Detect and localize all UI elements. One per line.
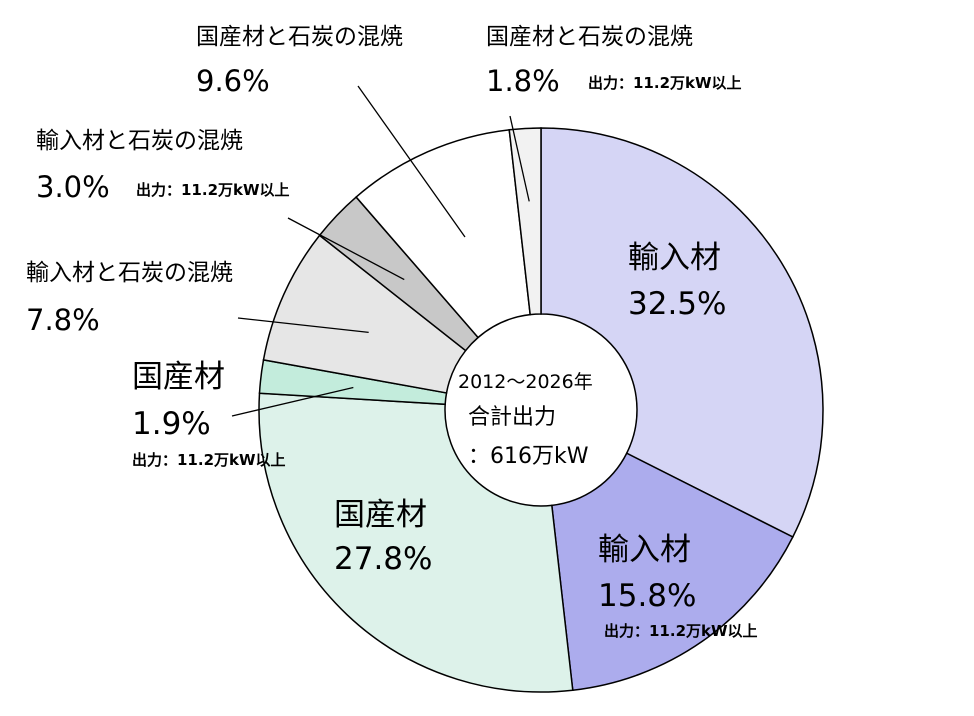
slice-3-percent: 1.9% (132, 406, 211, 442)
slice-5-note: 出力：11.2万kW以上 (136, 181, 290, 199)
slice-0-percent: 32.5% (628, 286, 727, 322)
slice-2-name: 国産材 (334, 497, 427, 533)
slice-6 (355, 128, 532, 339)
slice-0 (540, 127, 824, 539)
slice-0-name: 輸入材 (628, 240, 721, 276)
slice-3-name: 国産材 (132, 359, 225, 395)
slice-6-name: 国産材と石炭の混焼 (196, 24, 403, 50)
slice-5-percent: 3.0% (36, 170, 110, 204)
leader-line-3 (231, 386, 354, 417)
slice-7-percent: 1.8% (486, 64, 560, 98)
slice-4-name: 輸入材と石炭の混焼 (26, 260, 233, 286)
slice-1-note: 出力：11.2万kW以上 (604, 622, 758, 640)
leader-line-7 (509, 115, 530, 202)
slice-4-percent: 7.8% (26, 303, 100, 337)
slice-6-percent: 9.6% (196, 64, 270, 98)
slice-2-percent: 27.8% (334, 541, 433, 577)
slice-7-note: 出力：11.2万kW以上 (588, 74, 742, 92)
slice-7 (508, 127, 542, 316)
leader-line-4 (237, 317, 369, 334)
slice-1-name: 輸入材 (598, 532, 691, 568)
center-total-value: ：616万kW (468, 444, 589, 469)
leader-line-6 (357, 85, 466, 238)
slice-3-note: 出力：11.2万kW以上 (132, 451, 286, 469)
center-total-label: 合計出力 (468, 405, 557, 430)
slice-2 (258, 392, 574, 693)
center-period: 2012～2026年 (458, 371, 593, 393)
slice-1-percent: 15.8% (598, 578, 697, 614)
slice-1 (550, 452, 794, 692)
leader-line-5 (287, 217, 405, 281)
slice-7-name: 国産材と石炭の混焼 (486, 24, 693, 50)
slice-5-name: 輸入材と石炭の混焼 (36, 128, 243, 154)
